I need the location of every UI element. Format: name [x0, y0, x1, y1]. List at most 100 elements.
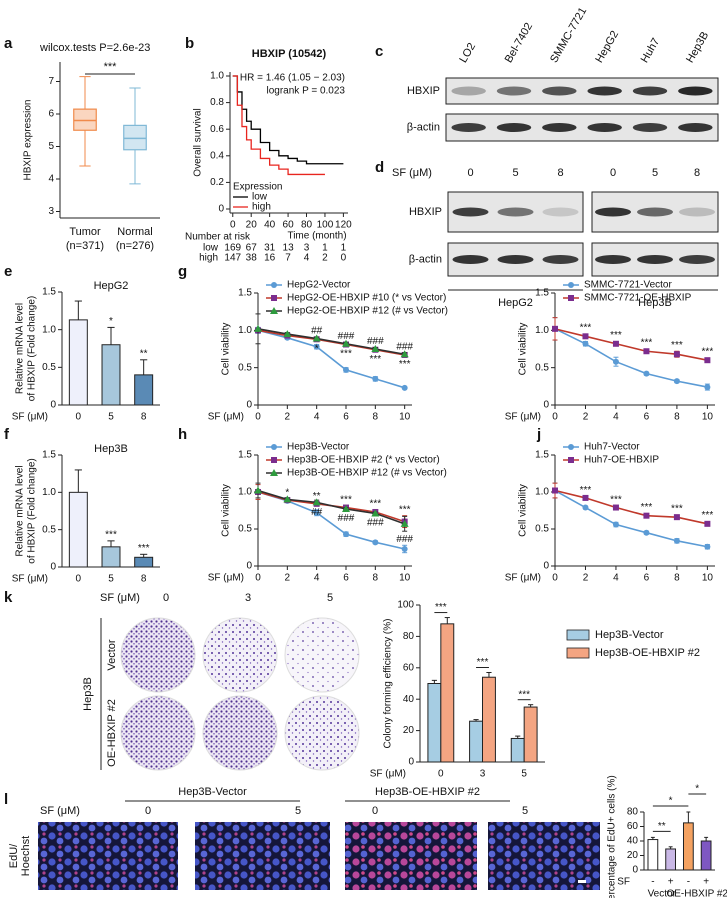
y-tick-label: 0.5	[42, 524, 56, 535]
legend-marker	[271, 282, 277, 288]
data-point	[313, 343, 320, 350]
bar	[68, 319, 88, 406]
data-point	[342, 339, 350, 347]
lane-label: SMMC-7721	[548, 5, 589, 64]
x-tick-label: 8	[373, 573, 379, 584]
significance: *	[669, 796, 673, 807]
legend-label: low	[252, 192, 268, 203]
significance: ***	[610, 330, 622, 341]
significance: ###	[396, 534, 413, 545]
legend-label: Hep3B-OE-HBXIP #12 (# vs Vector)	[287, 468, 447, 479]
box	[123, 124, 147, 151]
x-axis-label: SF (μM)	[208, 573, 244, 584]
data-point	[673, 378, 680, 385]
y-tick-label: 20	[627, 850, 639, 861]
series-line	[554, 489, 708, 525]
risk-value: 67	[246, 243, 258, 254]
data-point	[643, 529, 650, 536]
data-point	[342, 505, 350, 513]
blot-frame	[445, 113, 719, 142]
significance: ***	[610, 495, 622, 506]
colony-plate	[120, 695, 196, 771]
series-line	[232, 75, 325, 176]
significance: **	[313, 491, 321, 502]
y-tick-label: 0	[246, 561, 252, 572]
category-note: (n=371)	[66, 240, 104, 252]
box	[73, 108, 97, 131]
column-label: 3	[245, 592, 251, 604]
panel-label: j	[536, 426, 541, 443]
fluorescence-image	[488, 822, 600, 890]
y-tick-label: 0.5	[238, 524, 252, 535]
bar	[482, 676, 496, 763]
legend-label: Huh7-OE-HBXIP	[584, 455, 659, 466]
x-axis-label: SF (μM)	[370, 769, 406, 780]
x-tick-label: 2	[583, 573, 589, 584]
risk-group: high	[199, 253, 218, 264]
x-tick-label: 2	[583, 412, 589, 423]
category-note: (n=276)	[116, 240, 154, 252]
significance: *	[695, 784, 699, 795]
significance: ***	[369, 498, 381, 509]
data-point	[612, 358, 619, 365]
data-point	[283, 495, 292, 503]
bar	[134, 556, 154, 568]
bar	[510, 737, 525, 763]
fluorescence-image	[38, 822, 178, 890]
y-tick-label: 1.0	[238, 487, 252, 498]
significance: ##	[311, 326, 323, 337]
x-tick-label: 80	[301, 220, 313, 231]
blot-band	[497, 255, 534, 264]
risk-value: 147	[224, 253, 241, 264]
y-axis-label: Colony forming efficiency (%)	[383, 619, 394, 749]
blot-band	[678, 86, 713, 96]
x-tick-label: 60	[283, 220, 295, 231]
x-tick-label: 0	[552, 412, 558, 423]
legend-marker	[271, 444, 277, 450]
bar	[440, 623, 455, 763]
series-line	[232, 75, 344, 165]
y-tick-label: 0	[543, 400, 549, 411]
y-tick-label: 1.5	[238, 450, 252, 461]
treatment-label: SF (μM)	[40, 805, 80, 817]
legend-label: SMMC-7721-Vector	[584, 280, 672, 291]
y-tick-label: 0.4	[210, 150, 224, 161]
x-tick-label: 8	[141, 574, 147, 585]
data-point	[400, 350, 409, 358]
blot-band	[632, 123, 668, 132]
treatment-label: SF (μM)	[100, 592, 140, 604]
row-label: β-actin	[409, 253, 442, 265]
legend-label: Huh7-Vector	[584, 442, 640, 453]
panel-label: c	[375, 43, 383, 60]
legend-marker	[568, 457, 574, 463]
y-axis-label: Relative mRNA level	[15, 303, 26, 394]
legend-swatch	[566, 629, 590, 641]
x-tick-label: 8	[141, 412, 147, 423]
panel-label: h	[178, 426, 187, 443]
x-tick-label: 20	[246, 220, 258, 231]
group-label: Hep3B-OE-HBXIP #2	[375, 786, 480, 798]
y-tick-label: 40	[627, 836, 639, 847]
x-tick-label: 10	[399, 412, 411, 423]
fluorescence-image	[345, 822, 477, 890]
stain-label: EdU/	[8, 843, 20, 868]
legend-label: Hep3B-Vector	[287, 442, 350, 453]
y-tick-label: 4	[48, 174, 54, 185]
data-point	[582, 333, 589, 340]
data-point	[582, 340, 589, 347]
significance: ***	[340, 349, 352, 360]
lane-label: 8	[557, 167, 563, 179]
significance: ***	[399, 504, 411, 515]
x-tick-label: 100	[317, 220, 334, 231]
panel-label: f	[4, 426, 10, 443]
x-tick-label: 40	[264, 220, 276, 231]
y-tick-label: 7	[48, 76, 54, 87]
legend-label: HepG2-OE-HBXIP #10 (* vs Vector)	[287, 293, 446, 304]
bar	[523, 706, 538, 763]
y-tick-label: 80	[403, 631, 415, 642]
x-axis-label: SF (μM)	[505, 412, 541, 423]
risk-value: 3	[304, 243, 310, 254]
y-tick-label: 1.0	[535, 487, 549, 498]
y-axis-label: Cell viability	[221, 484, 232, 537]
group-label: Vector	[648, 889, 677, 898]
